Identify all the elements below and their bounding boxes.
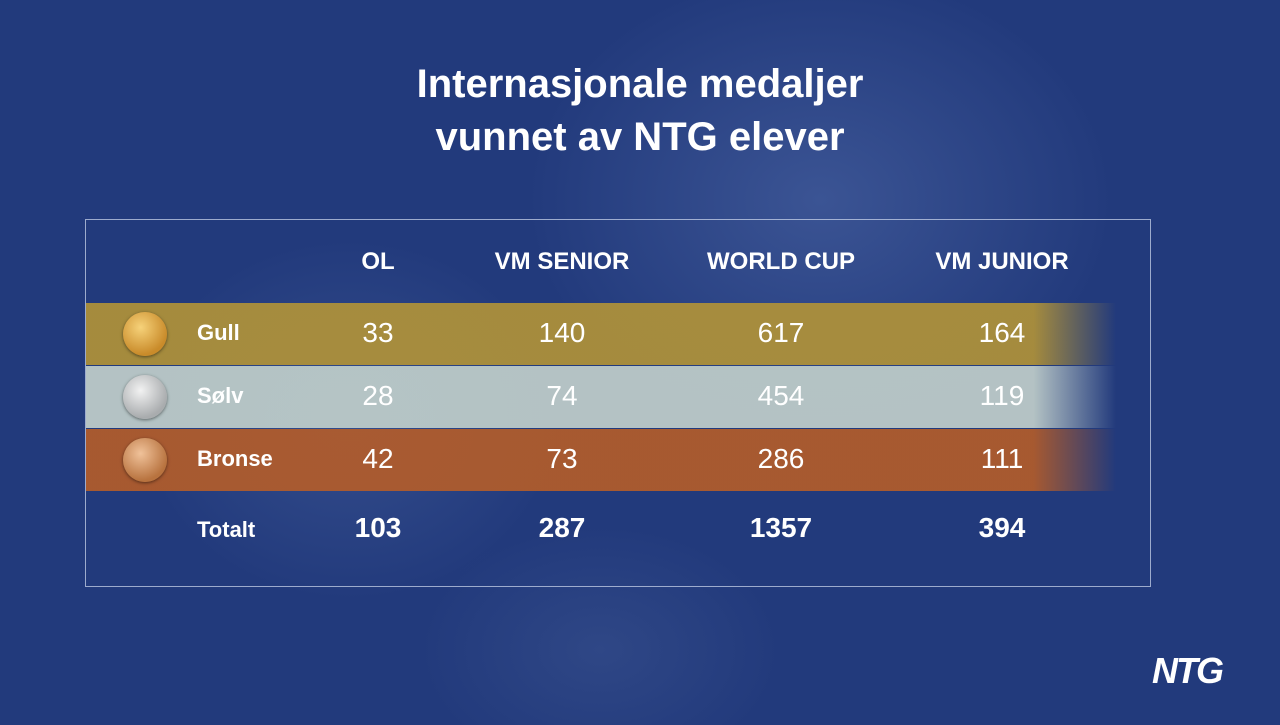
- cell-value: 73: [546, 443, 578, 474]
- total-value: 394: [978, 512, 1026, 543]
- row-band: [86, 429, 1116, 491]
- cell-value: 111: [980, 443, 1024, 474]
- row-band: [86, 303, 1116, 365]
- cell-value: 119: [979, 380, 1025, 411]
- total-label: Totalt: [197, 517, 256, 542]
- column-header: WORLD CUP: [707, 248, 855, 275]
- logo: NTG: [1152, 650, 1224, 691]
- column-header: VM JUNIOR: [935, 248, 1069, 275]
- cell-value: 164: [978, 317, 1026, 348]
- medal-icon: [123, 438, 167, 482]
- row-label: Sølv: [197, 383, 244, 408]
- total-value: 287: [538, 512, 586, 543]
- cell-value: 454: [757, 380, 805, 411]
- cell-value: 140: [538, 317, 586, 348]
- cell-value: 33: [362, 317, 394, 348]
- column-header: OL: [361, 248, 395, 275]
- cell-value: 286: [757, 443, 805, 474]
- total-value: 1357: [749, 512, 813, 543]
- table-frame: [85, 219, 1151, 587]
- cell-value: 28: [362, 380, 394, 411]
- row-band: [86, 366, 1116, 428]
- medal-icon: [123, 375, 167, 419]
- column-header: VM SENIOR: [494, 248, 630, 275]
- row-label: Bronse: [197, 446, 273, 471]
- title-line: Internasjonale medaljer: [416, 62, 864, 106]
- title: Internasjonale medaljer vunnet av NTG el…: [0, 58, 1280, 164]
- medal-icon: [123, 312, 167, 356]
- cell-value: 617: [757, 317, 805, 348]
- cell-value: 42: [362, 443, 394, 474]
- total-value: 103: [354, 512, 402, 543]
- cell-value: 74: [546, 380, 578, 411]
- title-line: vunnet av NTG elever: [435, 115, 845, 159]
- row-label: Gull: [197, 320, 240, 345]
